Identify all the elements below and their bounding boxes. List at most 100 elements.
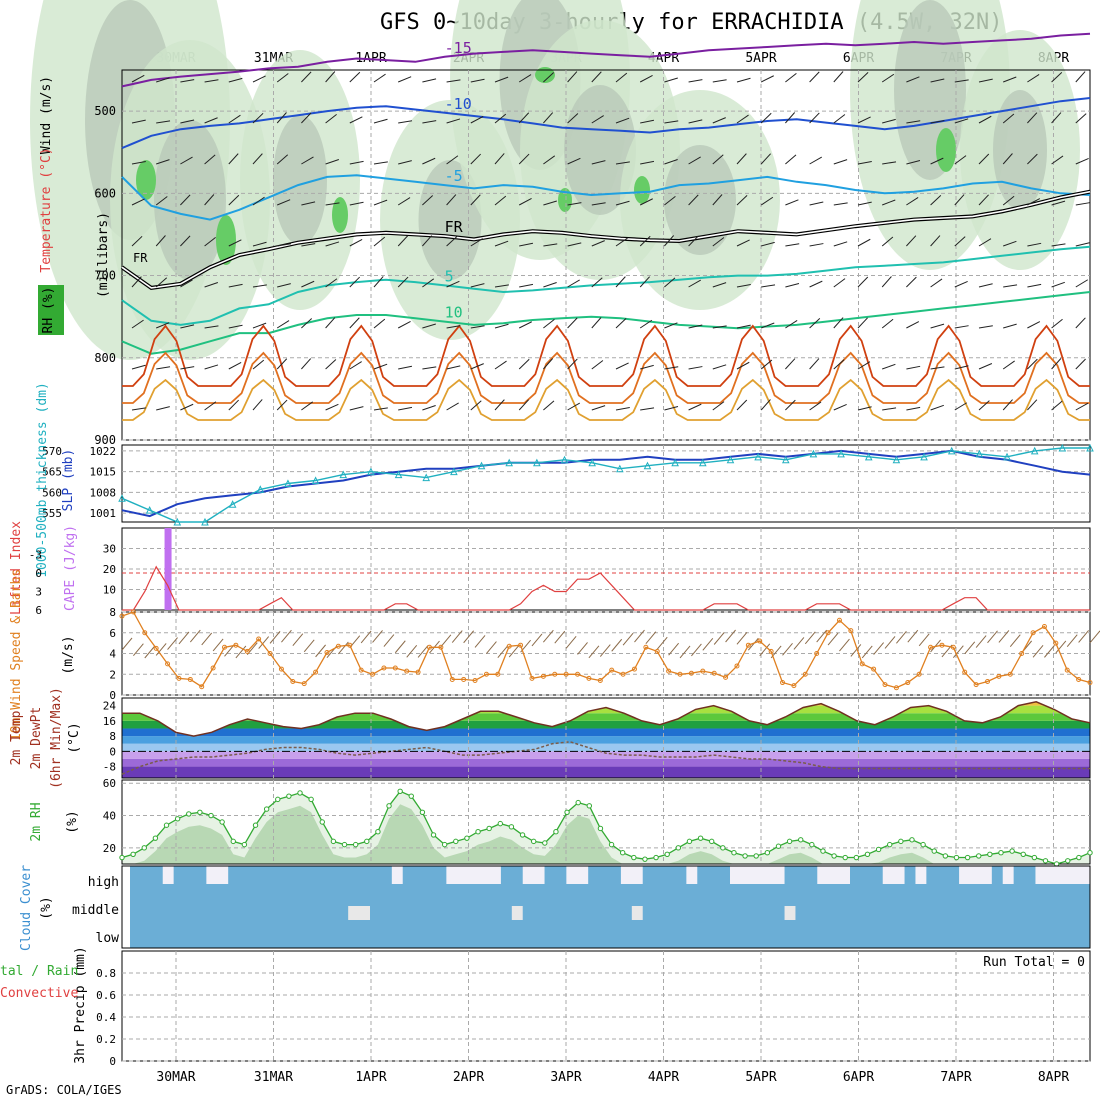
- wind-barb: [1027, 283, 1042, 288]
- surface-wind-barb: [827, 632, 839, 646]
- rh-marker: [809, 841, 815, 848]
- freezing-line-inner: [121, 190, 1091, 289]
- temp-tick-label: 0: [109, 745, 116, 758]
- wind-barb: [277, 283, 291, 288]
- wind-barb: [664, 120, 679, 124]
- rh-marker: [530, 838, 537, 845]
- rh-marker: [174, 816, 181, 822]
- wind-barb: [1002, 153, 1013, 165]
- wind-barb: [422, 78, 437, 83]
- rh-marker: [987, 851, 993, 858]
- wind-barb: [688, 156, 701, 165]
- wind-barb: [252, 196, 265, 206]
- surface-wind-barb: [1032, 645, 1044, 658]
- surface-wind-barb: [178, 631, 190, 645]
- wind-barb: [180, 194, 191, 206]
- wind-barb: [664, 158, 678, 165]
- cloud-clear-high: [959, 866, 992, 884]
- wind-barb: [349, 116, 363, 124]
- temp-tick-label: -8: [103, 761, 116, 774]
- surface-wind-barb: [850, 644, 862, 657]
- cape-tick-label: 30: [103, 543, 116, 556]
- rh-marker: [686, 838, 693, 845]
- temperature-contour: [121, 291, 1091, 355]
- cloud-clear-middle: [784, 906, 796, 920]
- rh-marker: [586, 803, 593, 809]
- surface-wind-barb: [634, 629, 645, 643]
- thickness-marker: [201, 517, 209, 526]
- wind-barb: [131, 276, 142, 288]
- rh-marker: [319, 819, 325, 825]
- rh-marker: [308, 796, 314, 803]
- thickness-marker: [450, 467, 458, 476]
- wind-barb: [1051, 400, 1063, 411]
- wind-barb: [518, 321, 532, 329]
- surface-wind-barb: [668, 642, 680, 656]
- wind-barb: [252, 112, 264, 124]
- wind-barb: [494, 113, 507, 124]
- wind-barb: [978, 115, 992, 124]
- wind-barb: [1075, 157, 1089, 165]
- cloud-level-label: high: [88, 875, 119, 890]
- wind-barb: [857, 71, 869, 83]
- rh-marker: [564, 809, 570, 816]
- wind-barb: [252, 399, 263, 411]
- wind-barb: [301, 71, 312, 83]
- wind-barb: [446, 155, 459, 165]
- slp-ylabel: SLP (mb): [61, 449, 76, 512]
- wind-barb: [930, 78, 945, 83]
- rh-marker: [219, 819, 225, 825]
- wind-barb: [954, 155, 967, 165]
- rh-high-area: [136, 160, 156, 200]
- freezing-label: FR: [133, 251, 148, 265]
- surface-wind-barb: [622, 632, 634, 646]
- wind-barb: [954, 365, 969, 370]
- rh-marker: [263, 806, 270, 812]
- wind-barb: [809, 71, 820, 83]
- thickness-marker: [256, 485, 265, 493]
- wind-barb: [760, 153, 771, 165]
- surface-wind-barb: [884, 636, 896, 649]
- wind-speed-marker: [278, 666, 284, 672]
- rh-marker: [542, 840, 548, 846]
- wind-barb: [978, 78, 993, 83]
- rh-marker: [675, 845, 682, 851]
- thickness-marker: [1003, 452, 1011, 461]
- wind-barb: [1002, 195, 1015, 206]
- wind-barb: [446, 194, 457, 206]
- wind-barb: [422, 278, 435, 288]
- surface-wind-barb: [907, 629, 919, 643]
- rh-marker: [186, 811, 192, 817]
- wind-barb: [1003, 240, 1017, 247]
- temperature-contour-label: 10: [445, 304, 463, 322]
- thickness-marker: [367, 467, 375, 476]
- rh-marker: [508, 824, 515, 830]
- surface-wind-barb: [987, 630, 998, 644]
- wind-barb: [252, 322, 267, 329]
- wind-barb: [567, 402, 581, 411]
- bottom-date-label: 30MAR: [156, 1070, 195, 1085]
- temp-ylabel2c: (6hr Min/Max): [49, 687, 64, 789]
- surface-wind-barb: [839, 638, 850, 652]
- wind-speed-marker: [950, 644, 956, 650]
- wind-barb: [446, 325, 461, 329]
- wind-barb: [639, 319, 653, 329]
- slp-tick-label: 1001: [90, 507, 117, 520]
- rh-marker: [330, 838, 337, 845]
- wind-barb: [470, 78, 485, 83]
- wind-barb: [978, 194, 989, 206]
- surface-wind-barb: [1066, 634, 1078, 648]
- wind-barb: [1075, 402, 1089, 411]
- wind-speed-marker: [1019, 651, 1025, 656]
- thickness-marker: [892, 455, 901, 464]
- wind-speed-marker: [939, 642, 945, 648]
- wind-barb: [809, 156, 823, 165]
- rh-high-area: [936, 128, 956, 172]
- wind-barb: [761, 284, 776, 288]
- precip-legend-total: tal / Rain: [0, 964, 78, 979]
- temperature-contour-label: -15: [445, 39, 472, 57]
- rh-marker: [352, 841, 359, 848]
- wind-barb: [809, 112, 820, 124]
- surface-wind-barb: [679, 645, 691, 659]
- wind-speed-marker: [1087, 680, 1093, 686]
